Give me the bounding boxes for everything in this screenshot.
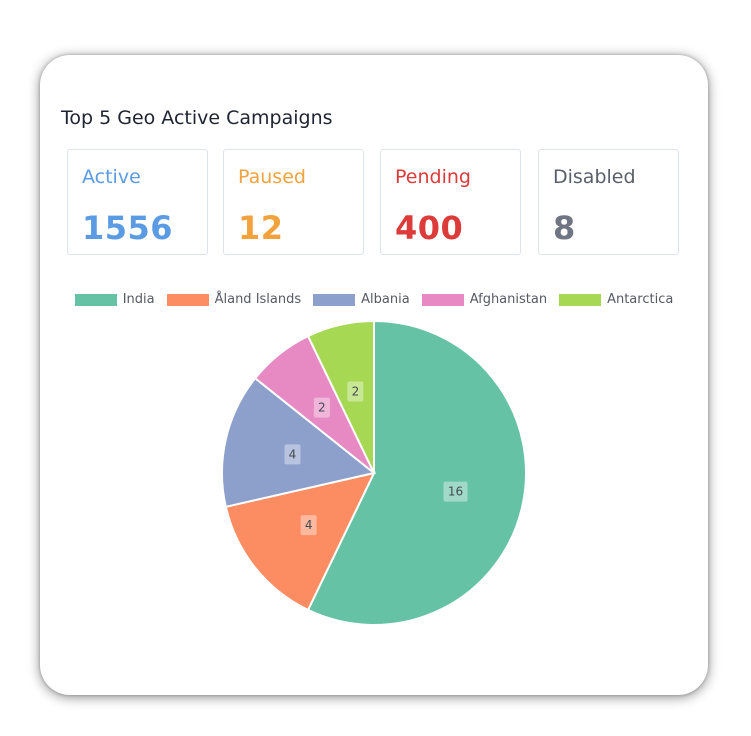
pie-label-box [284,444,301,465]
legend-swatch [74,293,117,306]
chart-legend: India Åland Islands Albania Afghanistan … [40,292,708,307]
pie-label-antarctica: 2 [347,381,364,402]
pie-label-box [300,515,317,536]
campaigns-card: Top 5 Geo Active Campaigns Active 1556 P… [40,55,708,695]
legend-label: Albania [361,292,410,307]
legend-item-albania[interactable]: Albania [313,292,410,307]
pie-label-box [443,481,468,502]
pie-label-box [347,381,364,402]
legend-swatch [421,293,464,306]
pie-chart: 16 4 4 2 2 [221,319,527,626]
pie-label-afghanistan: 2 [313,397,330,418]
pie-label-india: 16 [443,481,468,502]
legend-item-antarctica[interactable]: Antarctica [559,292,673,307]
pie-label-value: 2 [352,384,360,398]
pie-slice-albania[interactable] [221,376,377,509]
stat-disabled-label: Disabled [553,166,636,188]
legend-item-aland-islands[interactable]: Åland Islands [166,292,302,307]
pie-slice-aland-islands[interactable] [224,471,376,612]
pie-label-aland-islands: 4 [300,515,317,536]
legend-label: Afghanistan [469,292,548,307]
legend-swatch [559,293,602,306]
stat-active: Active 1556 [67,149,208,255]
pie-label-box [313,397,330,418]
legend-swatch [166,293,209,306]
stat-paused-value: 12 [238,209,284,247]
pie-slice-india[interactable] [306,319,527,626]
legend-item-india[interactable]: India [74,292,155,307]
pie-label-value: 4 [305,518,313,532]
pie-label-value: 2 [318,401,326,415]
stat-paused-label: Paused [238,166,306,188]
legend-label: India [122,292,155,307]
legend-label: Åland Islands [214,292,302,307]
stat-pending-value: 400 [395,209,464,247]
card-title: Top 5 Geo Active Campaigns [61,107,333,129]
stat-pending: Pending 400 [380,149,521,255]
pie-label-value: 4 [289,447,297,461]
stat-disabled-value: 8 [553,209,576,247]
legend-label: Antarctica [607,292,674,307]
stat-pending-label: Pending [395,166,471,188]
pie-slice-antarctica[interactable] [306,319,375,474]
stat-active-label: Active [82,166,141,188]
stat-paused: Paused 12 [223,149,364,255]
legend-swatch [313,293,356,306]
pie-label-albania: 4 [284,444,301,465]
legend-item-afghanistan[interactable]: Afghanistan [421,292,548,307]
stat-active-value: 1556 [82,209,174,247]
pie-label-value: 16 [448,485,463,499]
stat-disabled: Disabled 8 [538,149,679,255]
